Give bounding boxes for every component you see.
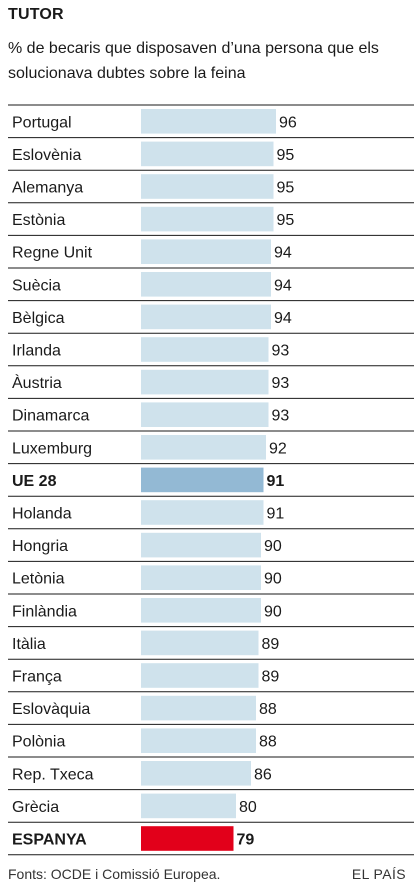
bar-7 bbox=[141, 337, 269, 362]
value-label: 86 bbox=[254, 766, 272, 783]
bar-13 bbox=[141, 532, 261, 558]
category-label: Hongria bbox=[12, 538, 68, 555]
value-label: 80 bbox=[239, 799, 257, 816]
bar-2 bbox=[141, 174, 274, 199]
value-label: 88 bbox=[259, 734, 277, 751]
chart-subtitle: % de becaris que disposaven d’una person… bbox=[8, 40, 379, 82]
value-label: 92 bbox=[269, 440, 287, 457]
value-label: 91 bbox=[267, 506, 285, 523]
category-label: Bèlgica bbox=[12, 310, 65, 327]
value-label: 95 bbox=[277, 147, 295, 164]
bar-3 bbox=[141, 206, 274, 232]
brand-logo: EL PAÍS bbox=[351, 866, 406, 882]
bar-15 bbox=[141, 598, 261, 623]
value-label: 94 bbox=[274, 245, 292, 262]
bar-0 bbox=[141, 109, 276, 134]
category-label: Estònia bbox=[12, 212, 65, 229]
category-label: Luxemburg bbox=[12, 440, 92, 457]
value-label: 89 bbox=[262, 636, 280, 653]
value-label: 93 bbox=[272, 408, 290, 425]
bar-16 bbox=[141, 630, 259, 656]
category-label: Holanda bbox=[12, 506, 72, 523]
category-label: Grècia bbox=[12, 799, 59, 816]
bar-5 bbox=[141, 272, 271, 297]
category-label: França bbox=[12, 669, 62, 686]
value-label: 95 bbox=[277, 212, 295, 229]
category-label: Regne Unit bbox=[12, 245, 93, 262]
bar-4 bbox=[141, 239, 271, 264]
category-label: Polònia bbox=[12, 734, 65, 751]
bar-20 bbox=[141, 761, 251, 786]
value-label: 96 bbox=[279, 114, 297, 131]
value-label: 94 bbox=[274, 310, 292, 327]
bar-14 bbox=[141, 565, 261, 590]
value-label: 93 bbox=[272, 343, 290, 360]
bar-17 bbox=[141, 663, 259, 688]
category-label: Rep. Txeca bbox=[12, 766, 94, 783]
value-label: 91 bbox=[267, 473, 285, 490]
bar-11 bbox=[141, 467, 264, 493]
value-label: 90 bbox=[264, 538, 282, 555]
bar-10 bbox=[141, 435, 266, 460]
category-label: Alemanya bbox=[12, 180, 83, 197]
bar-18 bbox=[141, 695, 256, 721]
category-label: Dinamarca bbox=[12, 408, 89, 425]
bar-6 bbox=[141, 304, 271, 330]
chart-title: TUTOR bbox=[8, 6, 64, 23]
value-label: 90 bbox=[264, 571, 282, 588]
value-label: 93 bbox=[272, 375, 290, 392]
category-label: Àustria bbox=[12, 373, 62, 392]
category-label: Finlàndia bbox=[12, 603, 77, 620]
bar-22 bbox=[141, 826, 234, 851]
category-label: Itàlia bbox=[12, 636, 46, 653]
category-label: Irlanda bbox=[12, 343, 61, 360]
source-note: Fonts: OCDE i Comissió Europea. bbox=[8, 866, 221, 882]
bar-19 bbox=[141, 728, 256, 753]
category-label: Letònia bbox=[12, 571, 65, 588]
bar-1 bbox=[141, 141, 274, 167]
value-label: 79 bbox=[237, 832, 255, 849]
category-label: Portugal bbox=[12, 114, 72, 131]
bar-8 bbox=[141, 369, 269, 395]
category-label: UE 28 bbox=[12, 473, 57, 490]
value-label: 90 bbox=[264, 603, 282, 620]
value-label: 95 bbox=[277, 180, 295, 197]
bar-12 bbox=[141, 500, 264, 525]
bar-9 bbox=[141, 402, 269, 427]
bar-21 bbox=[141, 793, 236, 819]
category-label: Eslovàquia bbox=[12, 701, 90, 718]
category-label: Eslovènia bbox=[12, 147, 81, 164]
value-label: 88 bbox=[259, 701, 277, 718]
category-label: ESPANYA bbox=[12, 832, 87, 849]
value-label: 89 bbox=[262, 669, 280, 686]
value-label: 94 bbox=[274, 277, 292, 294]
category-label: Suècia bbox=[12, 277, 61, 294]
bar-chart: Portugal 96 Eslovènia 95 Alemanya 95 Estònia 95… bbox=[8, 104, 414, 856]
